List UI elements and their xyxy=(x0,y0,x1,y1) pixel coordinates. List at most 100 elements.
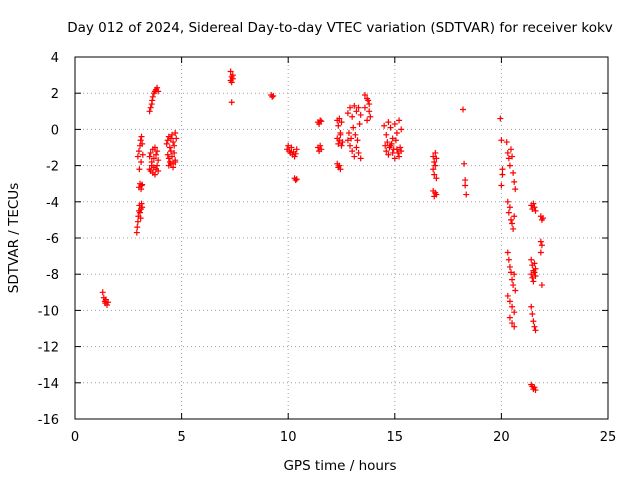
data-point xyxy=(350,124,357,131)
data-point xyxy=(462,177,469,184)
data-point xyxy=(394,149,401,156)
x-axis-label: GPS time / hours xyxy=(283,458,396,474)
data-point xyxy=(173,135,180,142)
data-point xyxy=(384,139,391,146)
data-point xyxy=(498,137,505,144)
x-tick-label: 25 xyxy=(600,430,617,445)
data-point xyxy=(139,151,146,158)
data-point xyxy=(139,204,146,211)
data-point xyxy=(532,265,539,272)
data-point xyxy=(528,271,535,278)
data-point xyxy=(430,153,437,160)
y-tick-label: 2 xyxy=(51,87,59,102)
data-point xyxy=(507,269,514,276)
data-point xyxy=(135,148,142,155)
data-point xyxy=(138,158,145,165)
data-point xyxy=(433,191,440,198)
data-point xyxy=(509,276,516,283)
data-point xyxy=(228,79,235,86)
data-point xyxy=(390,146,397,153)
data-point xyxy=(338,119,345,126)
data-point xyxy=(529,274,536,281)
data-point xyxy=(348,135,355,142)
data-point xyxy=(227,68,234,75)
data-point xyxy=(349,148,356,155)
data-point xyxy=(356,120,363,127)
data-point xyxy=(352,131,359,138)
x-tick-label: 10 xyxy=(280,430,297,445)
data-point xyxy=(361,92,368,99)
data-point xyxy=(509,220,516,227)
data-point xyxy=(391,155,398,162)
data-point xyxy=(357,155,364,162)
data-point xyxy=(337,131,344,138)
data-point xyxy=(355,104,362,111)
data-point xyxy=(149,93,156,100)
data-point xyxy=(396,153,403,160)
data-point xyxy=(154,162,161,169)
data-point xyxy=(383,148,390,155)
data-point xyxy=(169,131,176,138)
data-point xyxy=(146,153,153,160)
data-point xyxy=(133,229,140,236)
data-point xyxy=(537,238,544,245)
data-point xyxy=(146,108,153,115)
data-point xyxy=(154,84,161,91)
data-point xyxy=(528,256,535,263)
data-point xyxy=(389,135,396,142)
data-point xyxy=(354,137,361,144)
data-point xyxy=(367,113,374,120)
data-point xyxy=(512,186,519,193)
data-points xyxy=(99,68,546,394)
data-point xyxy=(431,171,438,178)
data-point xyxy=(511,178,518,185)
data-point xyxy=(538,242,545,249)
data-point xyxy=(505,209,512,216)
data-point xyxy=(463,191,470,198)
data-point xyxy=(170,164,177,171)
data-point xyxy=(461,160,468,167)
data-point xyxy=(336,137,343,144)
data-point xyxy=(511,309,518,316)
data-point xyxy=(509,303,516,310)
data-point xyxy=(147,149,154,156)
data-point xyxy=(344,137,351,144)
data-point xyxy=(163,140,170,147)
data-point xyxy=(382,142,389,149)
data-point xyxy=(497,115,504,122)
data-point xyxy=(170,139,177,146)
data-point xyxy=(351,153,358,160)
data-point xyxy=(530,318,537,325)
data-point xyxy=(510,225,517,232)
data-point xyxy=(317,142,324,149)
data-point xyxy=(532,387,539,394)
data-point xyxy=(511,271,518,278)
data-point xyxy=(530,278,537,285)
data-point xyxy=(499,171,506,178)
y-tick-label: -14 xyxy=(38,377,59,392)
data-point xyxy=(136,166,143,173)
data-point xyxy=(155,168,162,175)
data-point xyxy=(365,97,372,104)
data-point xyxy=(149,97,156,104)
data-point xyxy=(339,139,346,146)
y-tick-label: -12 xyxy=(38,341,59,356)
data-point xyxy=(361,104,368,111)
data-point xyxy=(431,158,438,165)
data-point xyxy=(392,137,399,144)
axis-ticks: 0 5 10 15 20 25 -16 -14 -12 -10 -8 -6 -4 -2 0 2 4 xyxy=(38,51,617,445)
data-point xyxy=(506,263,513,270)
data-point xyxy=(150,155,157,162)
data-point xyxy=(531,260,538,267)
data-point xyxy=(531,269,538,276)
data-point xyxy=(292,150,299,157)
data-point xyxy=(229,75,236,82)
y-tick-label: -2 xyxy=(46,160,59,175)
data-point xyxy=(506,314,513,321)
data-point xyxy=(347,104,354,111)
data-point xyxy=(353,108,360,115)
y-tick-label: -8 xyxy=(46,268,59,283)
data-point xyxy=(171,149,178,156)
data-point xyxy=(364,117,371,124)
data-point xyxy=(386,144,393,151)
